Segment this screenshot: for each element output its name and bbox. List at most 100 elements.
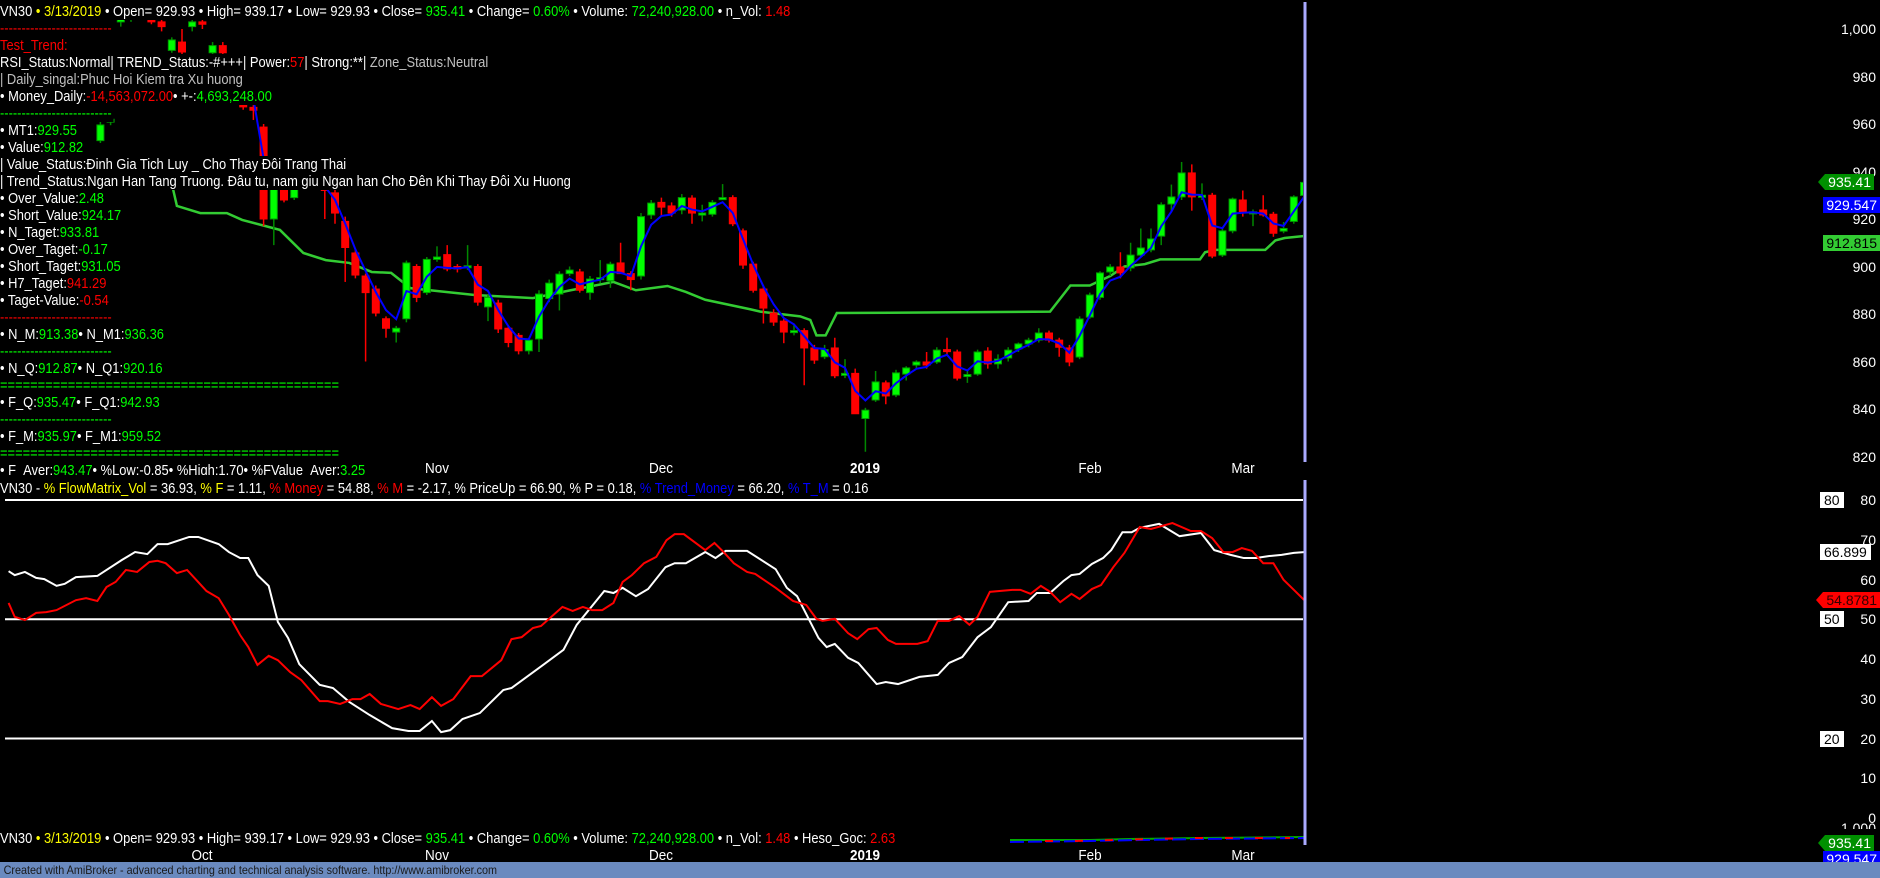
- candle-bull: [647, 202, 656, 216]
- info-segment: RSI_Status:Normal| TREND_Status:-#+++| P…: [0, 54, 291, 71]
- info-row-text: --------------------------: [0, 20, 114, 37]
- info-segment: • Short_Taget:: [0, 258, 82, 275]
- price-axis-tick: 980: [1852, 68, 1876, 85]
- info-row-text: • F_Q:935.47• F_Q1:942.93: [0, 394, 162, 411]
- candle-bear: [688, 197, 696, 214]
- candle-bull: [1075, 318, 1084, 358]
- info-row-text: --------------------------: [0, 105, 114, 122]
- candle-bull: [1279, 228, 1288, 232]
- flow-indicator-pane[interactable]: [5, 499, 1305, 740]
- close-price-tag: 935.41: [1818, 174, 1874, 191]
- info-row-text: • Over_Value:2.48: [0, 190, 106, 207]
- flow-axis-tick: 70: [1860, 531, 1876, 548]
- candle-bear: [382, 318, 390, 329]
- candle-bull: [1300, 181, 1303, 196]
- candle-bull: [902, 367, 911, 375]
- candle-bull: [208, 45, 217, 54]
- info-row: --------------------------: [0, 343, 1300, 360]
- info-segment: • H7_Taget:: [0, 275, 67, 292]
- candle-bear: [280, 190, 288, 201]
- info-segment: VN30: [0, 3, 33, 20]
- bottom-axis-partial-tick: 1,000: [1840, 820, 1876, 836]
- date-label: Nov: [424, 460, 450, 477]
- info-row-text: --------------------------: [0, 309, 114, 326]
- info-row: • F_Aver:943.47• %Low:-0.85• %High:1.70•…: [0, 462, 1300, 475]
- candle-bull: [698, 212, 707, 216]
- info-segment: • Taget-Value:: [0, 292, 80, 309]
- candle-bull: [1136, 247, 1145, 256]
- bottom-title-segment: 2.63: [870, 830, 896, 847]
- candle-bear: [1187, 172, 1196, 198]
- candle-bull: [963, 374, 972, 378]
- info-row: RSI_Status:Normal| TREND_Status:-#+++| P…: [0, 54, 1300, 71]
- info-row: | Daily_singal:Phuc Hoi Kiem tra Xu huon…: [0, 71, 1300, 88]
- bottom-title-segment: VN30: [0, 830, 33, 847]
- info-row-text: RSI_Status:Normal| TREND_Status:-#+++| P…: [0, 54, 490, 71]
- info-row-text: • Taget-Value:-0.54: [0, 292, 111, 309]
- candle-bull: [932, 349, 941, 363]
- footer-text[interactable]: Created with AmiBroker - advanced charti…: [3, 863, 498, 877]
- candle-bull: [790, 330, 798, 334]
- info-segment: 935.41: [425, 3, 466, 20]
- info-segment: 57: [290, 54, 305, 71]
- candle-bull: [1289, 196, 1298, 222]
- flow-axis-tick: 30: [1860, 690, 1876, 707]
- flow-axis-tick: 60: [1860, 571, 1876, 588]
- info-row: --------------------------: [0, 105, 1300, 122]
- info-segment: ========================================…: [0, 445, 340, 462]
- support-line: [171, 187, 1303, 337]
- money-line: [7, 521, 1305, 711]
- candle-bull: [96, 124, 105, 142]
- candle-bull: [1167, 196, 1176, 205]
- info-segment: --------------------------: [0, 343, 112, 360]
- candle-bear: [412, 266, 421, 298]
- info-segment: •: [32, 3, 44, 20]
- info-segment: • F_Q1:: [76, 394, 121, 411]
- flow-axis-tick: 50: [1860, 611, 1876, 628]
- bottom-title-segment: 72,240,928.00: [631, 830, 715, 847]
- info-segment: 933.81: [59, 224, 100, 241]
- candle-bear: [759, 288, 768, 309]
- candle-bull: [565, 269, 574, 275]
- candle-bear: [218, 45, 227, 54]
- bottom-title-segment: • n_Vol:: [714, 830, 766, 847]
- info-segment: • N_M1:: [78, 326, 125, 343]
- info-row-text: • Over_Taget:-0.17: [0, 241, 110, 258]
- price-axis-tick: 900: [1852, 258, 1876, 275]
- info-segment: • MT1:: [0, 122, 38, 139]
- bottom-title-segment: 3/13/2019: [43, 830, 102, 847]
- price-axis-tick: 960: [1852, 116, 1876, 132]
- flow-axis-tick: 40: [1860, 651, 1876, 667]
- info-segment: 924.17: [81, 207, 122, 224]
- candle-bull: [392, 327, 401, 333]
- info-row-text: Test_Trend:: [0, 37, 70, 54]
- bottom-title-segment: 1.48: [765, 830, 791, 847]
- info-segment: 936.36: [124, 326, 164, 343]
- info-row-text: • N_Q:912.87• N_Q1:920.16: [0, 360, 165, 377]
- info-segment: • N_Q:: [0, 360, 39, 377]
- candle-bear: [331, 192, 339, 214]
- flow-title-segment: = 54.88,: [323, 480, 378, 497]
- flow-title-segment: % F: [200, 480, 224, 497]
- info-segment: | Trend_Status:Ngan Han Tang Truong. Đâu…: [0, 173, 571, 190]
- candle-bull: [188, 21, 197, 28]
- candle-bull: [677, 197, 686, 211]
- info-row: • N_Taget:933.81: [0, 224, 1300, 241]
- date-label: Mar: [1231, 460, 1255, 477]
- info-segment: • Volume:: [569, 3, 632, 20]
- info-row-text: ========================================…: [0, 377, 341, 394]
- bottom-close-tag: 935.41: [1818, 835, 1874, 851]
- flow-title-segment: % Money: [269, 480, 324, 497]
- bottom-title-segment: • Heso_Goc:: [790, 830, 871, 847]
- price-axis-tick: 1,000: [1840, 21, 1876, 37]
- price-up-value-box: 66.899: [1820, 544, 1871, 561]
- reference-level-box: 50: [1820, 611, 1844, 628]
- flow-title-segment: = 1.11,: [223, 480, 270, 497]
- info-segment: • Over_Value:: [0, 190, 79, 207]
- candle-bear: [249, 106, 258, 111]
- info-segment: -0.17: [78, 241, 108, 258]
- candle-bear: [575, 271, 584, 291]
- info-row-text: • Short_Taget:931.05: [0, 258, 123, 275]
- bottom-title-segment: • Volume:: [569, 830, 632, 847]
- info-row: • MT1:929.55: [0, 122, 1300, 139]
